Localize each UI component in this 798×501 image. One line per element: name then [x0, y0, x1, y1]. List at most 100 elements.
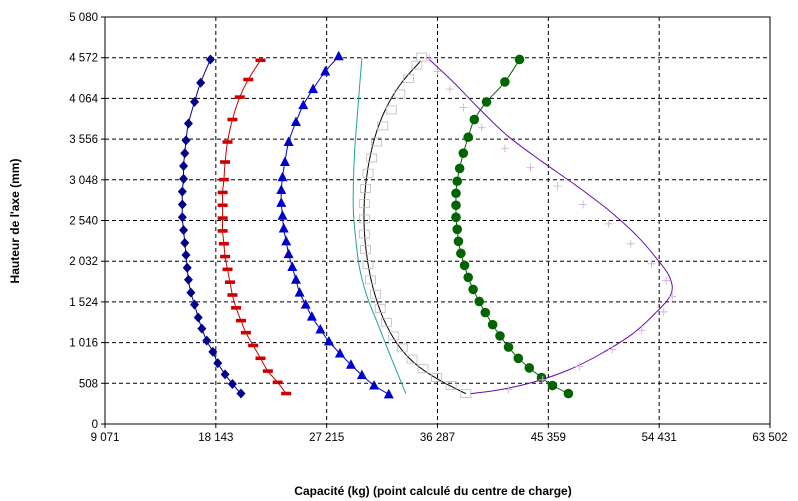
data-point	[394, 89, 406, 99]
series-2	[217, 58, 292, 396]
data-point	[626, 239, 635, 248]
data-point	[453, 236, 464, 247]
y-tick-label: 2 540	[69, 216, 98, 228]
y-axis-title: Hauteur de l'axe (mm)	[8, 159, 22, 284]
data-point	[513, 353, 524, 364]
data-point	[417, 364, 429, 374]
data-point	[604, 219, 613, 228]
data-point	[231, 306, 242, 310]
data-point	[235, 318, 246, 323]
data-point	[234, 95, 245, 99]
data-point	[500, 77, 510, 87]
data-point	[218, 241, 229, 246]
data-point	[248, 343, 259, 348]
data-point	[469, 114, 480, 125]
data-point	[276, 197, 287, 207]
series-4	[352, 57, 407, 394]
data-point	[217, 203, 228, 208]
data-point	[668, 292, 677, 301]
data-point	[500, 144, 509, 153]
data-point	[647, 259, 656, 268]
data-point	[290, 116, 301, 126]
data-point	[179, 225, 189, 236]
data-point	[294, 287, 305, 297]
series-8	[426, 56, 673, 395]
y-tick-label: 4 064	[69, 93, 98, 105]
data-point	[177, 212, 187, 223]
data-point	[300, 299, 311, 309]
data-point	[277, 171, 288, 182]
series-line	[181, 59, 242, 394]
data-point	[220, 254, 231, 259]
data-point	[222, 140, 233, 144]
data-point	[177, 199, 187, 210]
x-tick-labels: 9 071 18 143 27 215 36 287 45 359 54 431 63 50…	[91, 432, 788, 444]
data-point	[563, 388, 574, 399]
data-point	[495, 331, 505, 341]
data-point	[362, 168, 374, 178]
data-point	[177, 186, 187, 197]
data-point	[279, 156, 290, 167]
data-point	[396, 343, 408, 353]
data-point	[433, 67, 442, 76]
data-point	[538, 375, 547, 384]
data-point	[431, 373, 442, 382]
data-point	[659, 307, 668, 316]
data-point	[180, 237, 190, 248]
series-layer	[177, 50, 677, 399]
data-point	[320, 65, 331, 76]
series-1	[177, 54, 246, 399]
data-point	[277, 210, 288, 220]
data-point	[504, 385, 513, 394]
data-point	[637, 326, 646, 335]
data-point	[358, 199, 370, 209]
series-9	[425, 54, 677, 394]
data-point	[276, 184, 287, 195]
data-point	[547, 380, 558, 391]
data-point	[477, 123, 486, 132]
data-point	[179, 161, 189, 172]
data-point	[458, 148, 469, 159]
data-point	[227, 117, 238, 122]
data-point	[553, 182, 562, 191]
data-point	[454, 163, 465, 174]
data-point	[356, 369, 367, 380]
data-point	[205, 54, 215, 65]
data-point	[190, 96, 200, 107]
data-point	[281, 391, 292, 396]
data-point	[463, 132, 474, 142]
data-point	[240, 330, 251, 335]
data-point	[416, 52, 428, 62]
data-point	[287, 261, 298, 271]
gridlines	[101, 16, 771, 428]
data-point	[193, 312, 203, 323]
data-point	[197, 323, 207, 334]
data-point	[283, 136, 294, 146]
y-tick-label: 0	[92, 419, 98, 431]
data-point	[369, 380, 380, 390]
data-point	[358, 229, 370, 239]
y-tick-label: 2 032	[69, 256, 98, 268]
y-tick-labels: 0 508 1 016 1 524 2 032 2 540 3 048 3 556 4 064 4…	[69, 12, 98, 431]
data-point	[451, 200, 461, 211]
data-point	[526, 163, 535, 172]
data-point	[662, 276, 671, 285]
data-point	[445, 85, 454, 94]
data-point	[487, 319, 498, 330]
x-tick-label: 36 287	[420, 432, 455, 444]
data-point	[456, 248, 466, 259]
data-point	[358, 214, 370, 224]
data-point	[452, 224, 463, 235]
data-point	[402, 74, 414, 84]
data-point	[196, 77, 206, 88]
data-point	[306, 311, 317, 321]
x-tick-label: 27 215	[309, 432, 344, 444]
data-point	[360, 244, 371, 254]
data-point	[388, 331, 400, 341]
y-tick-label: 5 080	[69, 12, 98, 24]
x-tick-label: 45 359	[531, 432, 566, 444]
series-7	[451, 54, 574, 399]
plot-area-frame	[104, 16, 771, 425]
data-point	[345, 359, 356, 369]
x-tick-label: 9 071	[91, 432, 120, 444]
